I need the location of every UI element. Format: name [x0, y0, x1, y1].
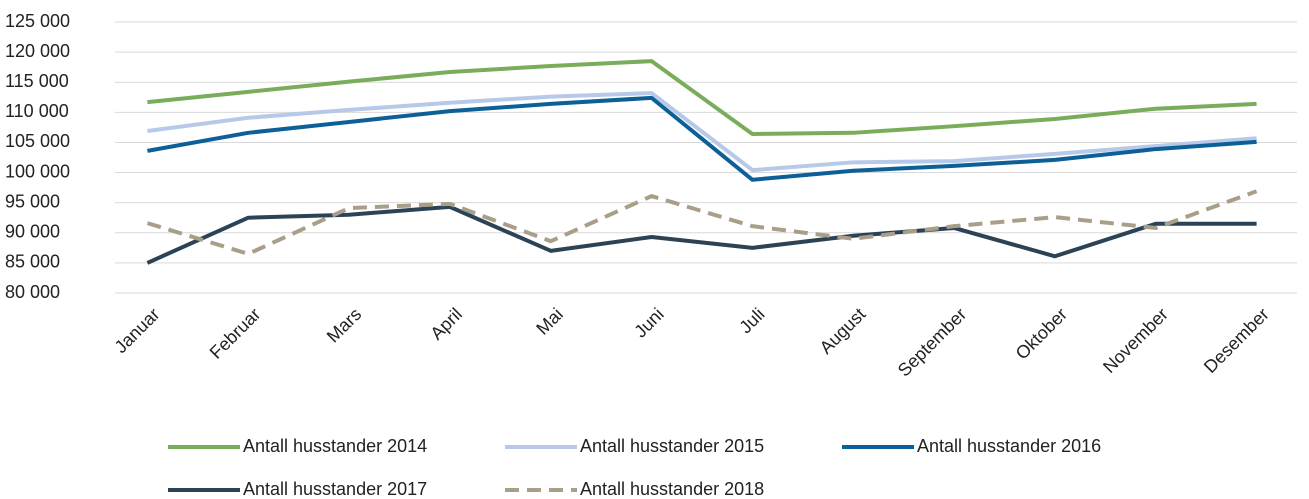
legend-label: Antall husstander 2014 — [243, 436, 427, 456]
y-tick-label: 100 000 — [5, 161, 70, 181]
y-tick-label: 105 000 — [5, 131, 70, 151]
x-tick-label: Oktober — [1012, 304, 1071, 363]
series-line — [147, 91, 1257, 173]
x-tick-label: September — [894, 304, 970, 380]
legend-label: Antall husstander 2015 — [580, 436, 764, 456]
y-tick-label: 115 000 — [5, 71, 69, 91]
series-line — [146, 204, 1257, 265]
x-tick-label: November — [1099, 304, 1172, 377]
x-tick-label: Juni — [630, 304, 667, 341]
legend-label: Antall husstander 2017 — [243, 479, 427, 499]
y-tick-label: 85 000 — [5, 252, 60, 272]
y-tick-label: 90 000 — [5, 222, 60, 242]
x-tick-label: Februar — [206, 304, 265, 363]
x-tick-label: April — [426, 304, 466, 344]
x-tick-label: Desember — [1200, 304, 1273, 377]
x-tick-label: Januar — [111, 304, 164, 357]
y-tick-label: 120 000 — [5, 41, 70, 61]
series-line — [147, 95, 1257, 182]
y-tick-label: 110 000 — [5, 101, 69, 121]
y-tick-label: 80 000 — [5, 282, 60, 302]
y-tick-label: 95 000 — [5, 191, 60, 211]
legend-label: Antall husstander 2018 — [580, 479, 764, 499]
legend-label: Antall husstander 2016 — [917, 436, 1101, 456]
series-line — [147, 59, 1257, 137]
y-tick-label: 125 000 — [5, 11, 70, 31]
x-tick-label: Juli — [735, 304, 768, 337]
x-tick-label: Mars — [323, 304, 365, 346]
x-tick-label: August — [816, 304, 870, 358]
x-tick-label: Mai — [532, 304, 567, 339]
